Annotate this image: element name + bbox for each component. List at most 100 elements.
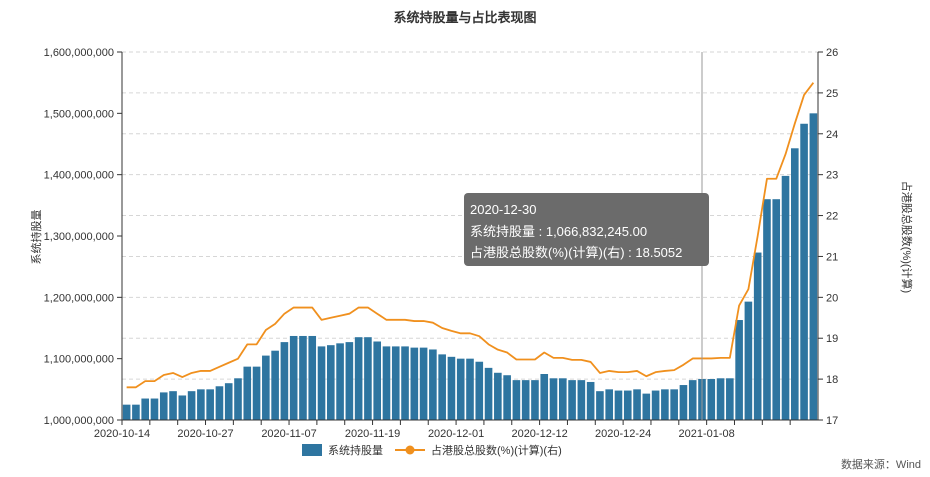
bar[interactable]	[596, 391, 604, 420]
bar[interactable]	[364, 337, 372, 420]
bar[interactable]	[317, 346, 326, 420]
bar[interactable]	[540, 374, 549, 420]
bar[interactable]	[623, 390, 632, 420]
bar[interactable]	[753, 252, 762, 420]
bar[interactable]	[345, 342, 354, 420]
bar[interactable]	[243, 366, 252, 420]
x-tick-label: 2020-10-27	[177, 428, 233, 440]
bar[interactable]	[790, 148, 799, 420]
bar[interactable]	[187, 391, 196, 420]
bar[interactable]	[197, 389, 205, 420]
bar[interactable]	[373, 341, 382, 420]
bar[interactable]	[809, 113, 818, 420]
bar[interactable]	[586, 381, 595, 420]
bar[interactable]	[726, 378, 734, 420]
line-series[interactable]	[126, 82, 815, 389]
bar[interactable]	[262, 355, 270, 420]
legend-line-label: 占港股总股数(%)(计算)(右)	[431, 443, 562, 457]
bar[interactable]	[141, 398, 150, 420]
bar[interactable]	[280, 342, 289, 420]
bar[interactable]	[289, 335, 298, 420]
line-path[interactable]	[126, 82, 815, 389]
legend[interactable]: 系统持股量 占港股总股数(%)(计算)(右)	[302, 443, 562, 457]
bar[interactable]	[401, 346, 409, 420]
right-tick-label: 17	[826, 415, 838, 427]
bar[interactable]	[521, 380, 530, 420]
bar[interactable]	[614, 390, 623, 420]
bar[interactable]	[466, 358, 474, 420]
bar[interactable]	[178, 395, 187, 420]
bar[interactable]	[763, 199, 771, 420]
bar[interactable]	[429, 349, 437, 420]
bar[interactable]	[531, 380, 539, 420]
left-tick-label: 1,500,000,000	[44, 108, 114, 120]
bar[interactable]	[159, 392, 168, 420]
right-tick-label: 20	[826, 292, 838, 304]
left-axis-label: 系统持股量	[29, 210, 43, 265]
bar[interactable]	[206, 389, 214, 420]
left-tick-label: 1,200,000,000	[44, 292, 114, 304]
bar[interactable]	[651, 390, 660, 420]
tooltip: 2020-12-30 系统持股量 : 1,066,832,245.00 占港股总…	[464, 193, 709, 266]
bar[interactable]	[688, 380, 697, 420]
bar[interactable]	[503, 375, 511, 420]
bar[interactable]	[150, 398, 159, 420]
right-tick-label: 24	[826, 129, 838, 141]
bar[interactable]	[577, 380, 586, 420]
bar[interactable]	[122, 404, 131, 420]
bar[interactable]	[512, 380, 521, 420]
bar[interactable]	[781, 175, 790, 420]
bar[interactable]	[707, 379, 716, 420]
bar[interactable]	[391, 346, 400, 420]
bar[interactable]	[456, 358, 465, 420]
bar[interactable]	[224, 383, 233, 420]
bar[interactable]	[475, 361, 484, 420]
bar[interactable]	[661, 389, 669, 420]
right-tick-label: 25	[826, 88, 838, 100]
bar[interactable]	[670, 389, 678, 420]
right-tick-label: 18	[826, 374, 838, 386]
bar[interactable]	[800, 123, 808, 420]
bar[interactable]	[354, 337, 363, 420]
bar[interactable]	[438, 354, 446, 420]
bar[interactable]	[234, 378, 242, 420]
bar[interactable]	[410, 347, 419, 420]
bar[interactable]	[326, 345, 335, 420]
bar[interactable]	[308, 335, 317, 420]
bar[interactable]	[271, 350, 279, 420]
bar-series[interactable]	[122, 113, 818, 420]
bar[interactable]	[744, 301, 753, 420]
left-tick-label: 1,600,000,000	[44, 47, 114, 59]
right-tick-label: 26	[826, 47, 838, 59]
bar[interactable]	[605, 389, 614, 420]
bar[interactable]	[679, 385, 688, 420]
bar[interactable]	[447, 356, 456, 420]
chart-title: 系统持股量与占比表现图	[393, 10, 536, 25]
bar[interactable]	[419, 347, 428, 420]
bar[interactable]	[642, 393, 651, 420]
left-tick-label: 1,400,000,000	[44, 170, 114, 182]
bar[interactable]	[132, 404, 140, 420]
bar[interactable]	[169, 391, 177, 420]
bar[interactable]	[494, 372, 502, 420]
bar[interactable]	[558, 378, 567, 420]
x-tick-label: 2020-12-12	[511, 428, 567, 440]
bar[interactable]	[252, 366, 261, 420]
bar[interactable]	[336, 343, 344, 420]
right-tick-label: 19	[826, 333, 838, 345]
bar[interactable]	[215, 386, 224, 420]
x-tick-label: 2020-11-07	[261, 428, 316, 440]
left-tick-label: 1,000,000,000	[44, 415, 114, 427]
bar[interactable]	[299, 335, 307, 420]
bar[interactable]	[716, 378, 725, 420]
bar[interactable]	[633, 389, 641, 420]
bar[interactable]	[382, 346, 391, 420]
bar[interactable]	[484, 367, 493, 420]
axes: 1,000,000,000 1,100,000,000 1,200,000,000 1…	[44, 47, 839, 440]
bar[interactable]	[772, 199, 781, 420]
x-tick-label: 2020-12-24	[595, 428, 651, 440]
bar[interactable]	[735, 320, 743, 420]
bar[interactable]	[568, 380, 576, 420]
bar[interactable]	[549, 378, 558, 420]
